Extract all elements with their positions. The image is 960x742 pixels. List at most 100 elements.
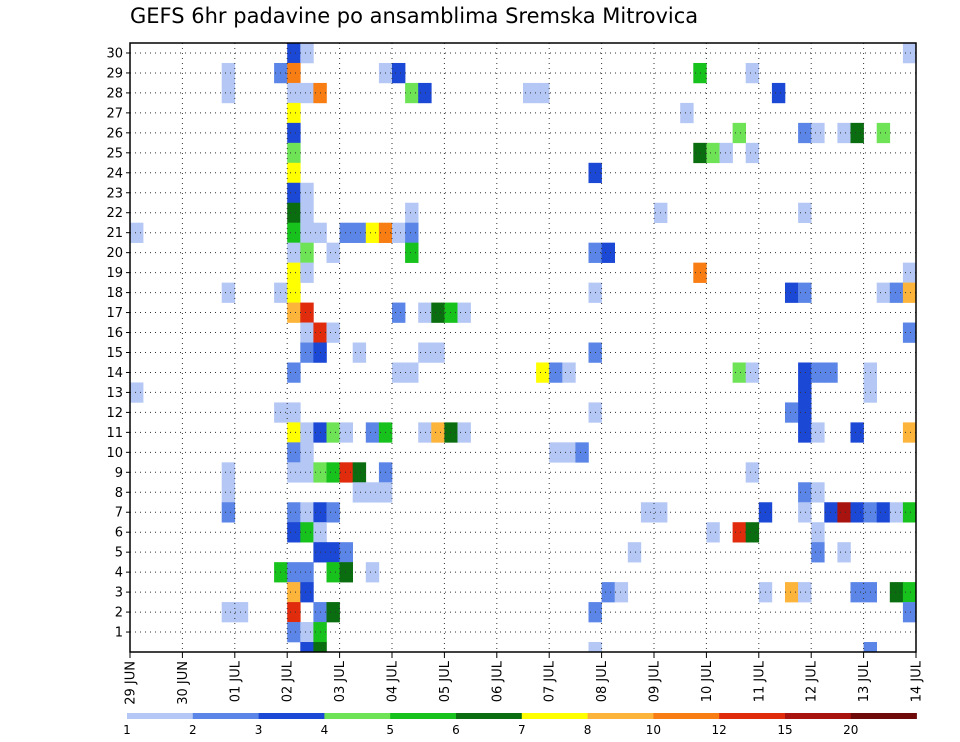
y-tick-label: 15 (106, 346, 123, 361)
heatmap-cell (785, 582, 799, 603)
heatmap-cell (745, 62, 760, 84)
colorbar-swatch (258, 713, 325, 719)
heatmap-cell (785, 282, 799, 303)
heatmap-cell (234, 602, 249, 623)
heatmap-cell (392, 362, 406, 383)
x-tick-label: 12 JUL (805, 660, 820, 702)
heatmap-cell (798, 582, 812, 603)
heatmap-cell (326, 242, 340, 263)
heatmap-cell (300, 302, 314, 323)
cells-layer (130, 43, 917, 653)
heatmap-cell (287, 502, 301, 523)
heatmap-cell (418, 82, 432, 104)
heatmap-cell (785, 402, 799, 423)
x-tick-label: 03 JUL (333, 660, 348, 702)
heatmap-cell (457, 302, 471, 323)
heatmap-cell (640, 502, 655, 523)
y-tick-label: 1 (115, 626, 123, 641)
heatmap-cell (300, 502, 314, 523)
heatmap-cell (326, 602, 340, 623)
x-tick-label: 07 JUL (543, 660, 558, 702)
heatmap-cell (326, 542, 340, 563)
heatmap-cell (287, 562, 301, 583)
heatmap-cell (365, 482, 380, 503)
colorbar-label: 15 (777, 723, 792, 737)
grid-layer (130, 43, 917, 652)
y-tick-label: 30 (106, 46, 123, 61)
heatmap-cell (405, 222, 419, 243)
heatmap-cell (287, 282, 301, 303)
heatmap-cell (614, 582, 629, 603)
y-tick-label: 13 (106, 386, 123, 401)
heatmap-cell (536, 362, 550, 383)
heatmap-cell (300, 422, 314, 443)
heatmap-cell (221, 482, 236, 503)
y-tick-label: 8 (115, 486, 123, 501)
y-tick-label: 6 (115, 526, 123, 541)
heatmap-cell (352, 222, 367, 243)
colorbar-swatch (653, 713, 720, 719)
heatmap-cell (418, 342, 432, 363)
x-tick-label: 13 JUL (857, 660, 872, 702)
heatmap-cell (431, 342, 445, 363)
heatmap-cell (706, 142, 720, 164)
y-tick-label: 14 (106, 366, 123, 381)
x-tick-label: 04 JUL (386, 660, 401, 702)
y-tick-label: 22 (106, 206, 123, 221)
heatmap-cell (287, 522, 301, 543)
heatmap-cell (562, 442, 576, 463)
heatmap-cell (811, 522, 825, 543)
x-tick-label: 29 JUN (124, 661, 139, 705)
colorbar-swatch (850, 713, 917, 719)
heatmap-cell (339, 542, 353, 563)
y-tick-label: 9 (115, 466, 123, 481)
heatmap-cell (339, 422, 353, 443)
chart-title: GEFS 6hr padavine po ansamblima Sremska … (130, 4, 699, 28)
heatmap-cell (130, 382, 144, 403)
heatmap-cell (798, 202, 812, 224)
heatmap-cell (326, 322, 340, 343)
heatmap-cell (837, 122, 851, 144)
heatmap-cell (745, 142, 760, 164)
heatmap-cell (902, 422, 917, 443)
heatmap-cell (130, 222, 144, 243)
colorbar-swatch (587, 713, 654, 719)
y-tick-label: 25 (106, 146, 123, 161)
heatmap-cell (300, 242, 314, 263)
heatmap-cell (300, 222, 314, 243)
y-tick-label: 3 (115, 586, 123, 601)
x-tick-label: 30 JUN (176, 661, 191, 705)
heatmap-cell (326, 422, 340, 443)
heatmap-cell (313, 642, 327, 653)
heatmap-cell (745, 462, 760, 483)
heatmap-cell (902, 322, 917, 343)
colorbar-label: 12 (712, 723, 727, 737)
heatmap-cell (300, 462, 314, 483)
heatmap-cell (745, 522, 760, 543)
heatmap-cell (287, 462, 301, 483)
heatmap-cell (850, 122, 864, 144)
colorbar-label: 1 (123, 723, 131, 737)
heatmap-cell (732, 362, 746, 383)
heatmap-cell (300, 322, 314, 343)
heatmap-cell (405, 242, 419, 263)
heatmap-cell (300, 582, 314, 603)
heatmap-cell (287, 102, 301, 124)
heatmap-cell (863, 642, 877, 653)
colorbar-label: 7 (518, 723, 526, 737)
heatmap-cell (811, 542, 825, 563)
colorbar: 1 2 3 4 5 6 7 8 10 12 15 20 (123, 713, 917, 737)
heatmap-cell (405, 82, 419, 104)
x-tick-label: 08 JUL (595, 660, 610, 702)
heatmap-cell (601, 582, 615, 603)
heatmap-cell (811, 482, 825, 503)
heatmap-cell (287, 582, 301, 603)
heatmap-cell (221, 82, 236, 104)
heatmap-cell (392, 62, 406, 84)
heatmap-cell (850, 582, 864, 603)
y-tick-label: 26 (106, 126, 123, 141)
y-tick-label: 20 (106, 246, 123, 261)
heatmap-cell (287, 602, 301, 623)
heatmap-cell (444, 302, 458, 323)
colorbar-swatch (719, 713, 786, 719)
